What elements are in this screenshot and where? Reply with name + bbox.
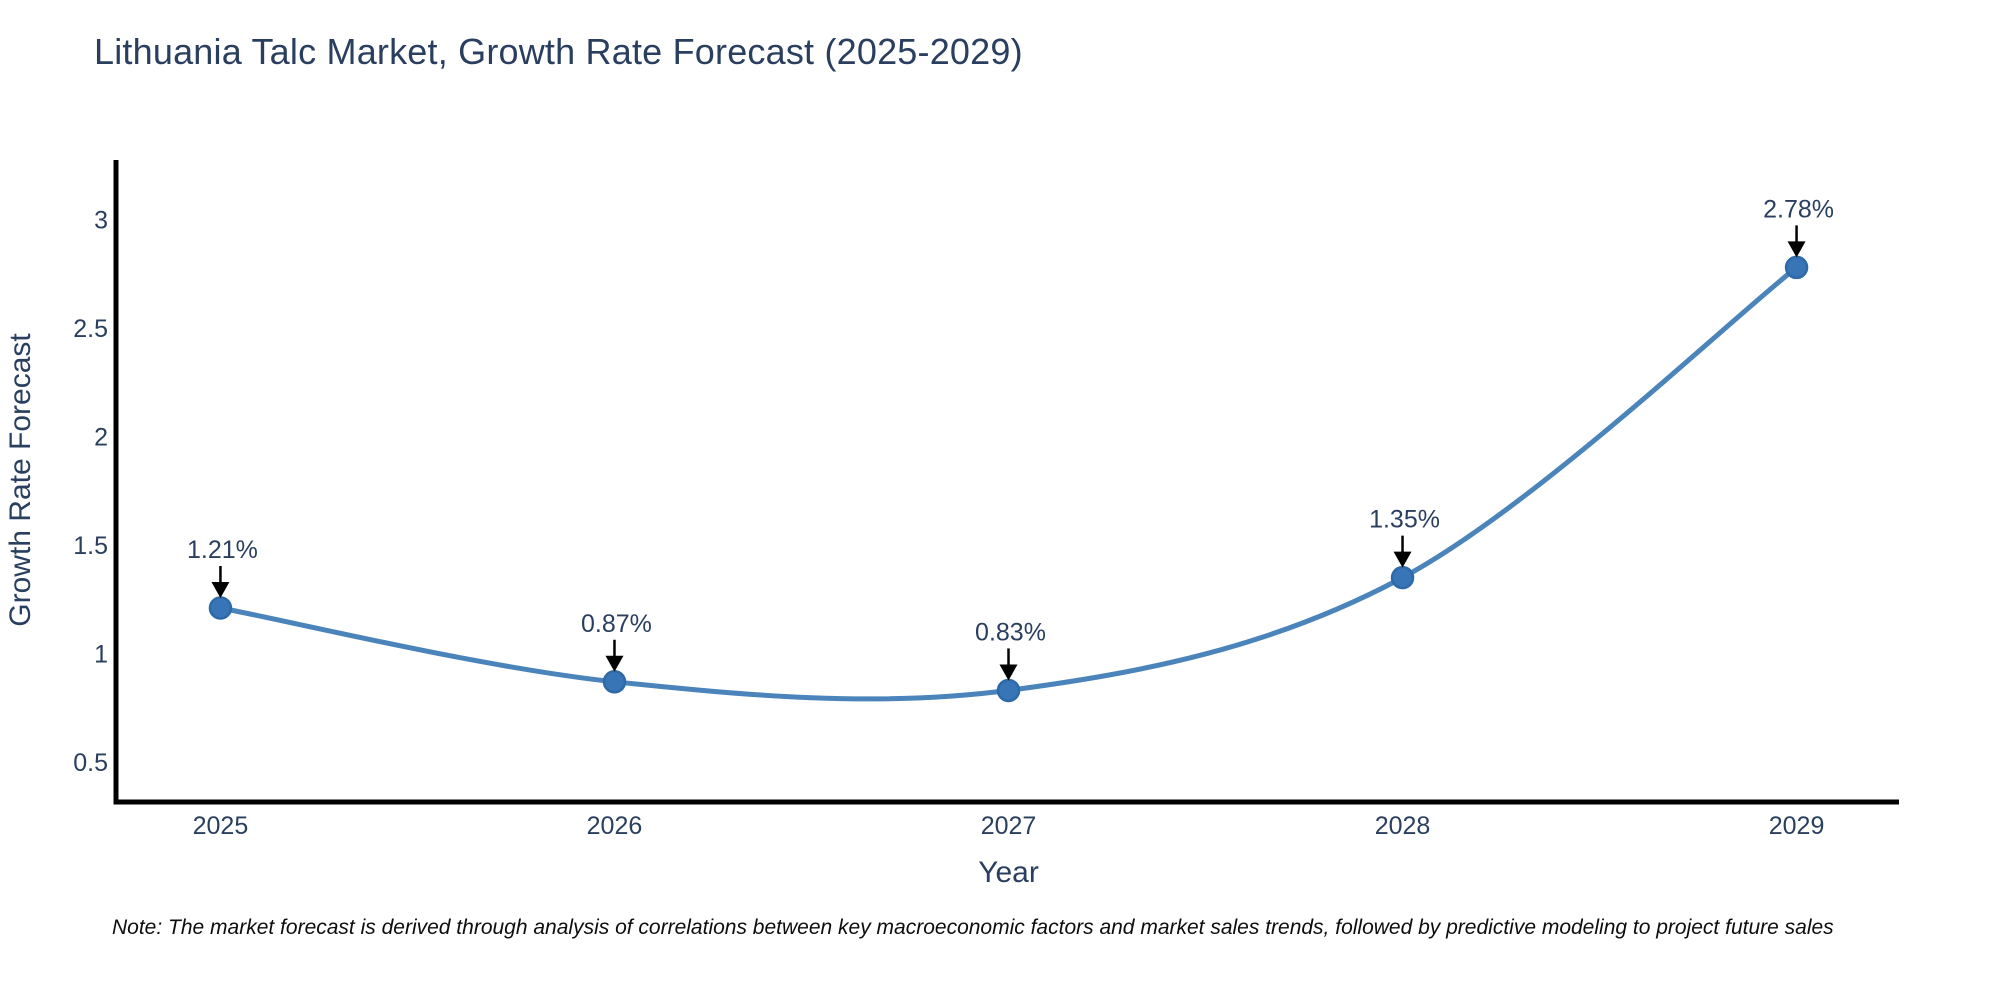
data-point-marker[interactable] (208, 596, 233, 620)
data-point-label: 0.87% (581, 610, 652, 638)
annotation-arrowhead-icon (999, 664, 1018, 681)
data-point-label: 1.35% (1369, 506, 1440, 534)
y-tick-label: 1.5 (73, 532, 108, 560)
data-point-label: 2.78% (1763, 195, 1834, 223)
annotation-arrowhead-icon (211, 582, 230, 598)
data-point-marker[interactable] (1390, 565, 1415, 590)
data-point-marker[interactable] (1784, 255, 1809, 280)
x-tick-label: 2028 (1375, 812, 1431, 840)
y-tick-label: 1 (94, 641, 108, 669)
y-tick-label: 3 (94, 207, 108, 235)
annotation-arrowhead-icon (1787, 241, 1806, 258)
annotation-arrowhead-icon (1393, 551, 1412, 568)
data-point-label: 0.83% (975, 618, 1046, 646)
x-tick-label: 2026 (587, 812, 643, 840)
y-tick-label: 2 (94, 424, 108, 452)
y-tick-label: 2.5 (73, 315, 108, 343)
footnote: Note: The market forecast is derived thr… (112, 916, 1834, 939)
chart-title: Lithuania Talc Market, Growth Rate Forec… (94, 31, 1023, 72)
x-tick-label: 2029 (1769, 812, 1825, 840)
x-tick-label: 2025 (193, 812, 249, 840)
y-axis-title: Growth Rate Forecast (4, 333, 37, 627)
data-point-marker[interactable] (996, 678, 1021, 703)
x-tick-label: 2027 (981, 812, 1037, 840)
annotation-arrowhead-icon (605, 655, 624, 672)
x-axis-title: Year (978, 856, 1039, 889)
y-tick-label: 0.5 (73, 749, 108, 777)
data-point-marker[interactable] (602, 670, 627, 694)
data-point-label: 1.21% (187, 536, 258, 564)
